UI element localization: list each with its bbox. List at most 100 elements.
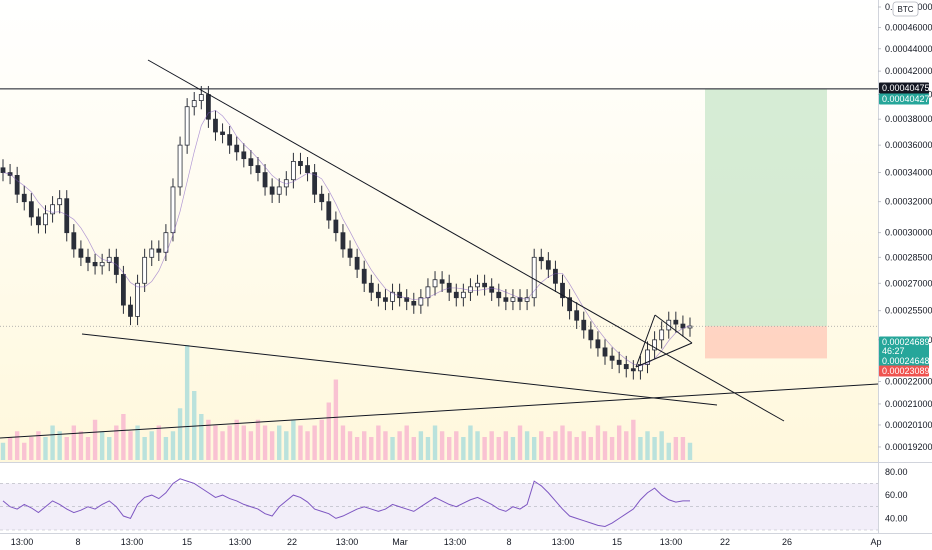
candle-body — [220, 131, 225, 135]
volume-bar — [531, 437, 537, 460]
candle — [14, 166, 20, 203]
currency-badge[interactable] — [892, 1, 919, 17]
candle — [368, 274, 374, 301]
position-zones — [0, 88, 878, 359]
candle — [213, 110, 218, 141]
volume-bar — [638, 437, 643, 460]
candle-body — [36, 216, 41, 226]
volume-bar — [439, 431, 445, 460]
volume-bar — [482, 437, 487, 460]
candle — [538, 248, 544, 270]
ascending-support-trendline[interactable] — [0, 383, 879, 439]
volume-bar — [517, 425, 523, 460]
pennant-upper-line[interactable] — [654, 314, 693, 344]
moving-average-line — [2, 110, 691, 367]
time-tick-label: 22 — [720, 537, 730, 547]
candle-body — [14, 175, 20, 195]
candle — [290, 152, 296, 189]
candle — [482, 274, 488, 296]
candle — [630, 360, 636, 380]
candle — [36, 208, 41, 234]
candle-body — [425, 286, 431, 299]
pennant-left-line[interactable] — [635, 314, 656, 368]
candle-body — [560, 282, 565, 299]
candle-body — [177, 144, 183, 188]
candle-body — [149, 248, 155, 258]
price-axis[interactable]: 0.000480000.000460000.000440000.00042000… — [878, 2, 932, 452]
volume-bar — [503, 431, 509, 460]
candle — [581, 311, 587, 339]
volume-bar — [234, 419, 239, 460]
price-tag — [879, 82, 929, 94]
candle-body — [290, 161, 296, 181]
volume-bar — [284, 431, 289, 460]
candle-body — [432, 279, 438, 288]
candle-body — [397, 291, 403, 299]
volume-bar — [425, 437, 431, 460]
candle-body — [191, 100, 197, 108]
price-tick-label: 0.00022000 — [885, 377, 932, 387]
descending-support-trendline[interactable] — [81, 333, 718, 406]
volume-bar — [227, 425, 232, 460]
candle — [326, 193, 332, 229]
candle-body — [609, 355, 615, 361]
candle-body — [0, 167, 6, 173]
volume-bar — [659, 431, 664, 460]
volume-bar — [128, 431, 133, 460]
candle-body — [163, 232, 169, 253]
candle-body — [156, 248, 162, 253]
target-zone[interactable] — [705, 88, 827, 327]
price-tick-label: 0.00020100 — [885, 420, 932, 430]
candle — [113, 248, 119, 284]
candle — [99, 253, 105, 275]
price-tick-label: 0.00038000 — [885, 114, 932, 124]
stop-zone[interactable] — [705, 326, 827, 359]
candle — [21, 185, 27, 211]
volume-bar — [496, 437, 501, 460]
candle-body — [524, 297, 530, 302]
candle-body — [468, 286, 473, 293]
volume-bar — [213, 425, 218, 460]
time-axis[interactable]: 13:00 8 13:00 15 13:00 22 13:00 Mar 13:00 8 13:00 1… — [11, 537, 882, 547]
candle-body — [659, 329, 665, 341]
candle-body — [213, 118, 218, 133]
candle-body — [92, 261, 98, 267]
price-tick-label: 0.00030000 — [885, 228, 932, 238]
candle-body — [680, 323, 686, 329]
time-tick-label: Ap — [870, 537, 881, 547]
candle — [383, 289, 388, 311]
volume-bar — [319, 419, 324, 460]
volume-bar — [539, 431, 544, 460]
candle-body — [170, 186, 176, 234]
volume-bar — [616, 425, 622, 460]
candle — [595, 331, 601, 357]
pennant-lower-line[interactable] — [635, 342, 693, 368]
volume-bar — [22, 442, 27, 460]
candle — [404, 289, 410, 311]
time-tick-label: Mar — [392, 537, 408, 547]
price-tick-label: 0.00042000 — [885, 66, 932, 76]
descending-resistance-trendline[interactable] — [147, 59, 785, 422]
volume-bar — [262, 425, 268, 460]
candle — [616, 351, 622, 374]
candle-body — [645, 349, 650, 365]
currency-label: BTC — [898, 5, 914, 14]
candle — [149, 240, 155, 267]
time-tick-label: 26 — [782, 537, 792, 547]
candle-body — [418, 297, 424, 306]
volume-bar — [0, 442, 6, 460]
volume-bar — [376, 425, 381, 460]
price-tick-label: 0.00028500 — [885, 252, 932, 262]
time-tick-label: 13:00 — [11, 537, 34, 547]
candle-body — [503, 297, 509, 302]
price-tag — [879, 355, 929, 367]
candle — [255, 157, 261, 182]
volume-bar — [390, 437, 395, 460]
candle-body — [439, 279, 445, 284]
candle-body — [460, 291, 466, 299]
volume-bar — [326, 402, 331, 460]
candle-body — [489, 286, 495, 293]
candle — [28, 193, 34, 226]
